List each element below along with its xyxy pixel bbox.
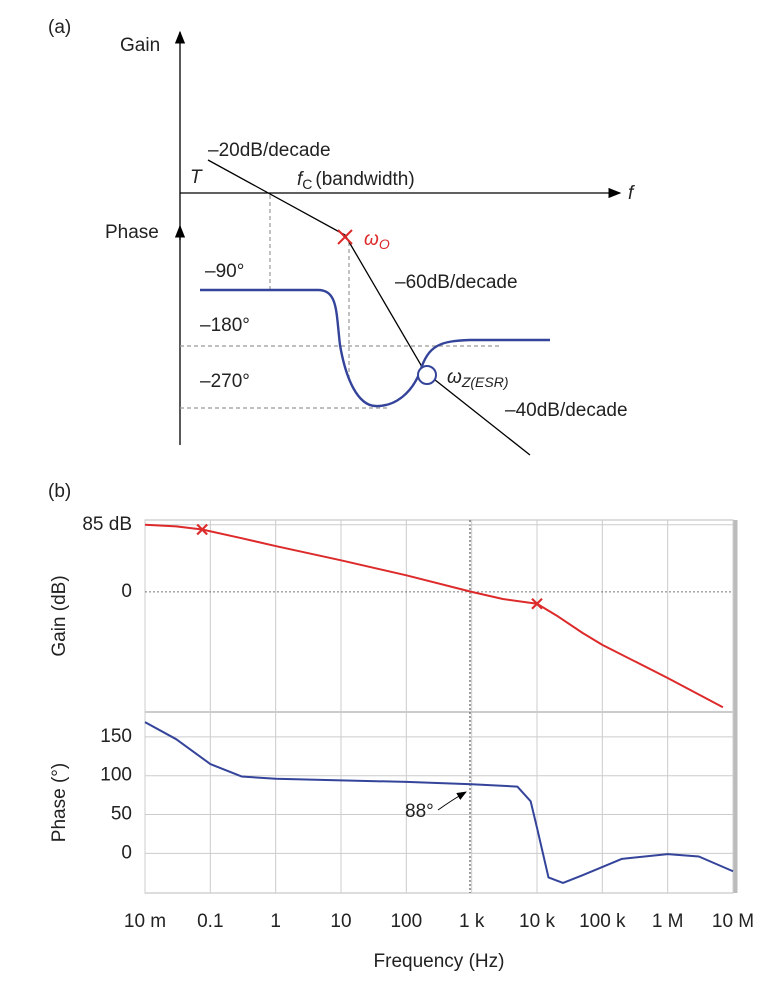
zero-marker [417,365,437,385]
omega-o: ωO [364,229,390,252]
y-tick-label: 85 dB [82,514,132,535]
fc-label: fC (bandwidth) [297,169,415,192]
fc-rest: (bandwidth) [315,169,414,190]
t-label: T [190,167,203,188]
y-tick-label: 100 [100,765,132,786]
x-tick-label: 1 [270,911,281,932]
data-marker [196,523,208,536]
omega-z-main: ω [447,367,462,388]
x-tick-label: 10 m [124,911,166,932]
panel-a: (a) Gain Phase T f –20dB/decade fC (bandw… [48,17,635,456]
y-axis-label: Phase (°) [49,763,70,842]
degree-label: –270° [200,371,250,392]
phase-curve [200,288,550,408]
x-tick-label: 10 k [519,911,555,932]
panel-label: (b) [48,481,71,502]
fc-sub: C [302,176,312,192]
x-tick-label: 1 k [459,911,485,932]
annotation-arrow [437,791,467,811]
omega-o-sub: O [379,236,390,252]
x-tick-label: 0.1 [197,911,223,932]
panel-label: (a) [48,17,71,38]
phase-label: Phase [105,222,159,243]
slope-label: –40dB/decade [505,400,628,421]
slope-label: –20dB/decade [208,140,331,161]
asymptote [207,159,531,456]
data-line [144,523,724,709]
x-tick-label: 1 M [652,911,684,932]
x-tick-label: 10 [330,911,351,932]
plot-frame [144,519,734,894]
data-marker [531,597,543,610]
y-tick-label: 0 [121,842,132,863]
y-tick-label: 50 [111,804,132,825]
x-axis-label: Frequency (Hz) [374,951,505,972]
x-tick-label: 100 k [579,911,626,932]
x-tick-label: 100 [390,911,422,932]
f-label: f [628,183,635,204]
annotation: 88° [405,801,434,822]
slope-label: –60dB/decade [395,272,518,293]
omega-z-sub: Z(ESR) [461,374,509,390]
omega-o-main: ω [364,229,379,250]
omega-z: ωZ(ESR) [447,367,508,390]
y-axis-label: Gain (dB) [49,575,70,656]
fc-main: f [297,169,304,190]
degree-label: –180° [200,315,250,336]
data-line [144,721,734,884]
x-tick-label: 10 M [712,911,754,932]
gain-label: Gain [120,35,160,56]
y-tick-label: 150 [100,726,132,747]
panel-b: 10 m 0.1 1 10 100 1 k 10 k 100 k 1 M 10 M Frequenc… [49,514,754,972]
y-tick-label: 0 [121,581,132,602]
degree-label: –90° [205,261,244,282]
pole-marker [337,229,353,245]
